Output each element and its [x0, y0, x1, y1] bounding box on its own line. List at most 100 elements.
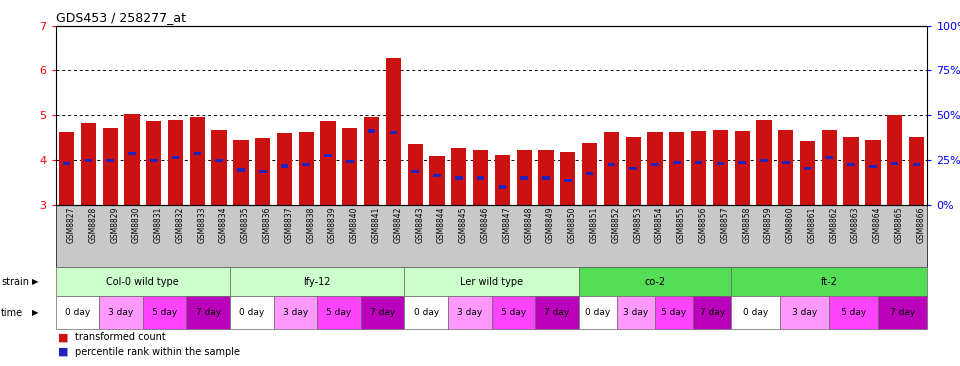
Text: GSM8848: GSM8848 — [524, 207, 533, 243]
Bar — [738, 161, 746, 164]
Bar — [343, 128, 357, 205]
Text: GSM8829: GSM8829 — [110, 207, 119, 243]
Bar — [909, 137, 924, 205]
Bar — [520, 176, 528, 180]
Text: 3 day: 3 day — [457, 309, 482, 317]
Text: 5 day: 5 day — [326, 309, 351, 317]
Bar — [408, 145, 422, 205]
Text: GSM8852: GSM8852 — [612, 207, 620, 243]
Text: GSM8856: GSM8856 — [699, 207, 708, 243]
Bar — [716, 162, 724, 165]
Bar — [125, 115, 139, 205]
Text: GSM8835: GSM8835 — [241, 207, 250, 243]
Bar — [913, 163, 921, 166]
Bar — [194, 152, 202, 155]
Bar — [826, 156, 833, 160]
Bar — [172, 156, 180, 160]
Text: GSM8841: GSM8841 — [372, 207, 381, 243]
Text: GSM8838: GSM8838 — [306, 207, 315, 243]
Bar — [542, 176, 550, 180]
Bar — [259, 170, 267, 173]
Text: GSM8828: GSM8828 — [88, 207, 97, 243]
Text: GSM8859: GSM8859 — [764, 207, 773, 243]
Text: GSM8849: GSM8849 — [546, 207, 555, 243]
Bar — [800, 141, 815, 205]
Text: GSM8842: GSM8842 — [394, 207, 402, 243]
Bar — [84, 158, 92, 162]
Bar — [844, 137, 858, 205]
Text: ■: ■ — [58, 332, 68, 342]
Bar — [887, 115, 902, 205]
Text: GSM8832: GSM8832 — [176, 207, 184, 243]
Bar — [869, 165, 876, 168]
Text: ▶: ▶ — [32, 309, 38, 317]
Bar — [62, 162, 70, 165]
Bar — [321, 121, 336, 205]
Bar — [473, 150, 489, 205]
Bar — [233, 140, 249, 205]
Text: GSM8862: GSM8862 — [829, 207, 838, 243]
Bar — [608, 163, 615, 166]
Bar — [626, 137, 640, 205]
Text: 7 day: 7 day — [700, 309, 725, 317]
Bar — [669, 132, 684, 205]
Bar — [779, 130, 793, 205]
Bar — [299, 132, 314, 205]
Bar — [891, 162, 899, 165]
Text: GSM8854: GSM8854 — [655, 207, 664, 243]
Bar — [691, 131, 707, 205]
Text: GSM8833: GSM8833 — [198, 207, 206, 243]
Text: GSM8839: GSM8839 — [328, 207, 337, 243]
Text: Col-0 wild type: Col-0 wild type — [107, 277, 180, 287]
Text: 0 day: 0 day — [414, 309, 439, 317]
Text: 3 day: 3 day — [108, 309, 133, 317]
Bar — [368, 129, 375, 132]
Text: GSM8851: GSM8851 — [589, 207, 599, 243]
Text: 5 day: 5 day — [841, 309, 867, 317]
Bar — [81, 123, 96, 205]
Bar — [647, 132, 662, 205]
Bar — [211, 130, 227, 205]
Text: 5 day: 5 day — [501, 309, 526, 317]
Bar — [433, 174, 441, 178]
Bar — [781, 161, 789, 164]
Text: 0 day: 0 day — [65, 309, 90, 317]
Bar — [215, 158, 223, 162]
Text: GSM8834: GSM8834 — [219, 207, 228, 243]
Bar — [237, 168, 245, 172]
Text: GSM8847: GSM8847 — [502, 207, 512, 243]
Text: 5 day: 5 day — [152, 309, 178, 317]
Text: GSM8840: GSM8840 — [349, 207, 359, 243]
Bar — [280, 164, 288, 168]
Text: lfy-12: lfy-12 — [303, 277, 331, 287]
Text: 3 day: 3 day — [623, 309, 649, 317]
Text: GSM8836: GSM8836 — [263, 207, 272, 243]
Bar — [498, 186, 506, 188]
Text: 3 day: 3 day — [283, 309, 308, 317]
Bar — [150, 158, 157, 162]
Text: GSM8861: GSM8861 — [807, 207, 817, 243]
Bar — [756, 120, 772, 205]
Text: GSM8865: GSM8865 — [895, 207, 903, 243]
Text: GSM8860: GSM8860 — [785, 207, 795, 243]
Bar — [865, 140, 880, 205]
Bar — [128, 152, 135, 155]
Text: 5 day: 5 day — [661, 309, 686, 317]
Text: co-2: co-2 — [644, 277, 665, 287]
Text: GSM8858: GSM8858 — [742, 207, 751, 243]
Text: 7 day: 7 day — [370, 309, 396, 317]
Bar — [390, 131, 397, 134]
Text: GSM8837: GSM8837 — [284, 207, 294, 243]
Text: 7 day: 7 day — [196, 309, 221, 317]
Bar — [346, 160, 353, 163]
Bar — [494, 155, 510, 205]
Bar — [451, 148, 467, 205]
Text: GSM8844: GSM8844 — [437, 207, 446, 243]
Text: ft-2: ft-2 — [821, 277, 838, 287]
Text: 7 day: 7 day — [544, 309, 569, 317]
Bar — [516, 150, 532, 205]
Bar — [477, 176, 485, 180]
Text: GSM8831: GSM8831 — [154, 207, 163, 243]
Bar — [429, 156, 444, 205]
Text: GSM8864: GSM8864 — [873, 207, 882, 243]
